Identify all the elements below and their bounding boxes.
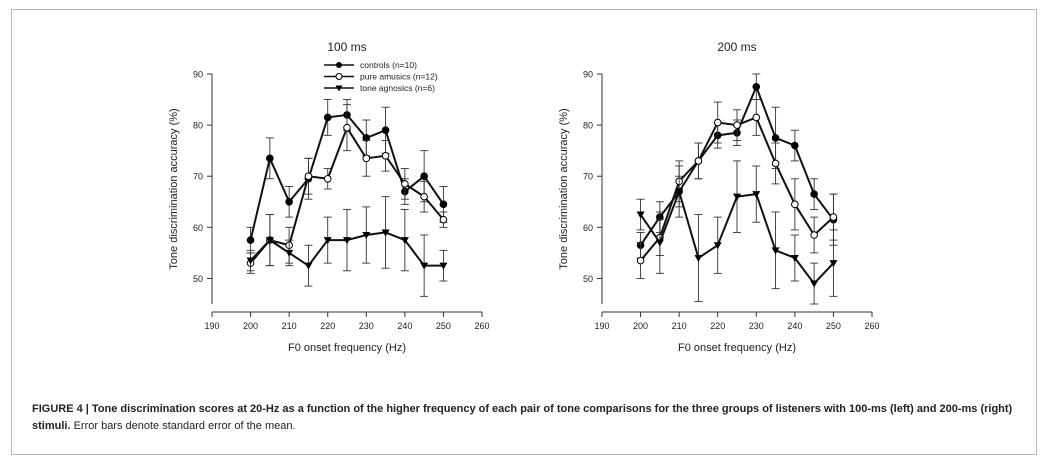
chart-title: 200 ms [717, 40, 756, 54]
x-tick-label: 210 [672, 321, 687, 331]
data-point [771, 134, 780, 142]
data-point [420, 192, 428, 201]
data-point [791, 141, 799, 150]
legend-marker [335, 73, 343, 80]
data-point [246, 236, 255, 244]
legend-marker [335, 85, 343, 92]
x-axis-label: F0 onset frequency (Hz) [288, 342, 406, 354]
data-point [439, 262, 448, 270]
x-axis-label: F0 onset frequency (Hz) [678, 342, 796, 354]
data-point [362, 154, 371, 163]
data-point [420, 172, 428, 181]
data-point [694, 157, 703, 165]
x-tick-label: 250 [436, 321, 451, 331]
data-point [810, 190, 818, 198]
x-tick-label: 190 [204, 321, 219, 331]
data-point [439, 215, 448, 224]
y-tick-label: 90 [583, 70, 593, 80]
x-tick-label: 220 [710, 321, 725, 331]
y-tick-label: 50 [193, 274, 203, 284]
data-point [810, 231, 818, 239]
data-point [790, 255, 799, 262]
data-point [400, 237, 409, 245]
data-point [713, 242, 722, 250]
data-point [791, 200, 799, 209]
data-point [285, 197, 293, 206]
series-3 [636, 160, 838, 305]
x-tick-label: 230 [749, 321, 764, 331]
x-tick-label: 190 [594, 321, 609, 331]
data-point [304, 262, 313, 270]
figure-frame: 100 ms 50 60 70 80 90 190 200 210 220 230 240 250 260… [11, 9, 1037, 455]
x-tick-label: 200 [243, 321, 258, 331]
y-tick-label: 80 [583, 121, 593, 131]
x-tick-label: 260 [474, 321, 489, 331]
data-point [323, 174, 332, 183]
data-point [362, 232, 371, 239]
y-tick-label: 90 [193, 70, 203, 80]
data-point [752, 82, 761, 91]
legend-label: tone agnosics (n=6) [360, 83, 435, 93]
x-tick-label: 240 [397, 321, 412, 331]
data-point [439, 200, 448, 209]
chart-200ms: 200 ms 50 60 70 80 90 190 200 210 220 230 240 250 260… [558, 40, 880, 354]
y-tick-label: 60 [583, 223, 593, 233]
y-tick-label: 50 [583, 274, 593, 284]
y-tick-label: 70 [583, 172, 593, 182]
figure-caption: FIGURE 4 | Tone discrimination scores at… [32, 401, 1032, 435]
data-point [771, 159, 780, 168]
x-tick-label: 210 [282, 321, 297, 331]
y-axis-label: Tone discrimination accuracy (%) [558, 108, 570, 269]
data-point [304, 172, 313, 181]
data-point [323, 237, 332, 245]
data-point [771, 247, 780, 255]
data-point [829, 213, 838, 221]
data-point [810, 280, 819, 288]
series-3 [246, 196, 448, 297]
y-axis-label: Tone discrimination accuracy (%) [168, 108, 180, 269]
data-point [636, 211, 645, 219]
x-tick-label: 260 [864, 321, 879, 331]
series-2 [636, 99, 838, 279]
y-tick-label: 60 [193, 223, 203, 233]
data-point [713, 118, 722, 127]
data-point [323, 113, 332, 122]
chart-100ms: 100 ms 50 60 70 80 90 190 200 210 220 230 240 250 260… [168, 40, 490, 354]
x-tick-label: 230 [359, 321, 374, 331]
data-point [266, 154, 274, 163]
data-point [655, 239, 664, 247]
x-tick-label: 220 [320, 321, 335, 331]
data-point [636, 256, 645, 265]
legend-label: controls (n=10) [360, 60, 417, 70]
x-tick-label: 200 [633, 321, 648, 331]
x-tick-label: 240 [787, 321, 802, 331]
data-point [246, 257, 255, 265]
data-point [343, 123, 351, 132]
legend: controls (n=10) pure amusics (n=12)tone a… [324, 60, 438, 93]
data-point [285, 249, 294, 257]
data-point [401, 180, 409, 188]
legend-label: pure amusics (n=12) [360, 72, 438, 82]
data-point [265, 237, 274, 245]
data-point [381, 151, 390, 160]
caption-bold: FIGURE 4 | Tone discrimination scores at… [32, 403, 1013, 432]
data-point [733, 121, 741, 129]
data-point [752, 113, 761, 122]
chart-title: 100 ms [327, 40, 366, 54]
data-point [733, 193, 741, 201]
caption-normal: Error bars denote standard error of the … [70, 420, 296, 432]
legend-marker [336, 62, 342, 68]
data-point [675, 188, 684, 196]
data-point [829, 260, 838, 268]
data-point [381, 229, 390, 237]
data-point [343, 237, 351, 245]
data-point [752, 191, 761, 199]
y-tick-label: 80 [193, 121, 203, 131]
y-tick-label: 70 [193, 172, 203, 182]
data-point [381, 126, 390, 135]
data-point [420, 262, 429, 270]
data-point [694, 255, 703, 262]
x-tick-label: 250 [826, 321, 841, 331]
